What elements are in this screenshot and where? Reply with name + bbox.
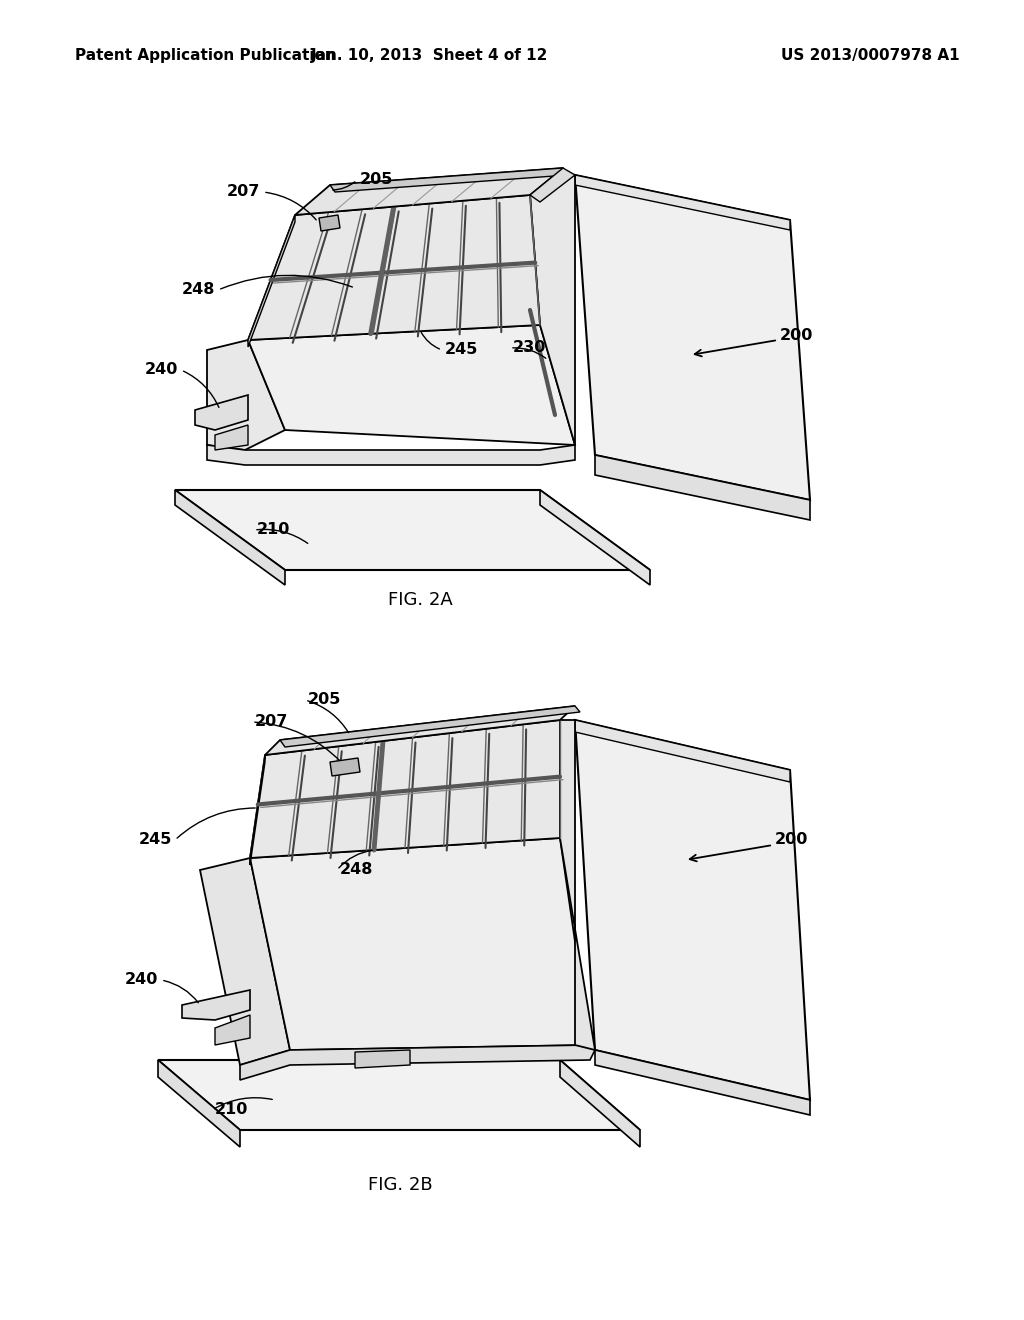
Polygon shape: [595, 1049, 810, 1115]
Polygon shape: [250, 838, 590, 1049]
Polygon shape: [158, 1060, 240, 1147]
Text: 245: 245: [138, 833, 172, 847]
Text: 245: 245: [445, 342, 478, 358]
Text: Patent Application Publication: Patent Application Publication: [75, 48, 336, 63]
Polygon shape: [215, 1015, 250, 1045]
Text: 200: 200: [775, 833, 808, 847]
Polygon shape: [240, 1045, 595, 1080]
Text: US 2013/0007978 A1: US 2013/0007978 A1: [781, 48, 961, 63]
Polygon shape: [540, 490, 650, 585]
Polygon shape: [330, 758, 360, 776]
Text: 248: 248: [340, 862, 374, 878]
Polygon shape: [175, 490, 650, 570]
Text: 200: 200: [780, 327, 813, 342]
Text: 207: 207: [255, 714, 289, 730]
Polygon shape: [355, 1049, 410, 1068]
Polygon shape: [248, 325, 575, 445]
Polygon shape: [575, 176, 810, 500]
Polygon shape: [200, 858, 290, 1065]
Polygon shape: [530, 168, 575, 202]
Polygon shape: [530, 176, 575, 445]
Text: 210: 210: [215, 1102, 249, 1118]
Polygon shape: [250, 719, 560, 858]
Text: 248: 248: [181, 282, 215, 297]
Polygon shape: [575, 719, 810, 1100]
Text: 240: 240: [144, 363, 178, 378]
Text: 207: 207: [226, 185, 260, 199]
Text: 205: 205: [308, 693, 341, 708]
Polygon shape: [158, 1060, 640, 1130]
Polygon shape: [330, 168, 568, 191]
Polygon shape: [575, 176, 790, 230]
Text: 230: 230: [513, 341, 547, 355]
Polygon shape: [182, 990, 250, 1020]
Polygon shape: [295, 168, 563, 215]
Polygon shape: [175, 490, 285, 585]
Polygon shape: [575, 719, 790, 781]
Text: 210: 210: [257, 523, 291, 537]
Text: FIG. 2B: FIG. 2B: [368, 1176, 432, 1195]
Polygon shape: [207, 341, 285, 450]
Polygon shape: [595, 455, 810, 520]
Polygon shape: [560, 1060, 640, 1147]
Polygon shape: [195, 395, 248, 430]
Polygon shape: [207, 445, 575, 465]
Polygon shape: [280, 706, 580, 747]
Text: FIG. 2A: FIG. 2A: [388, 591, 453, 609]
Text: 205: 205: [360, 173, 393, 187]
Polygon shape: [319, 215, 340, 231]
Polygon shape: [215, 425, 248, 450]
Polygon shape: [248, 195, 540, 341]
Polygon shape: [248, 215, 295, 347]
Text: 240: 240: [125, 973, 158, 987]
Polygon shape: [250, 755, 265, 865]
Polygon shape: [560, 719, 595, 1049]
Polygon shape: [265, 706, 575, 755]
Text: Jan. 10, 2013  Sheet 4 of 12: Jan. 10, 2013 Sheet 4 of 12: [311, 48, 549, 63]
